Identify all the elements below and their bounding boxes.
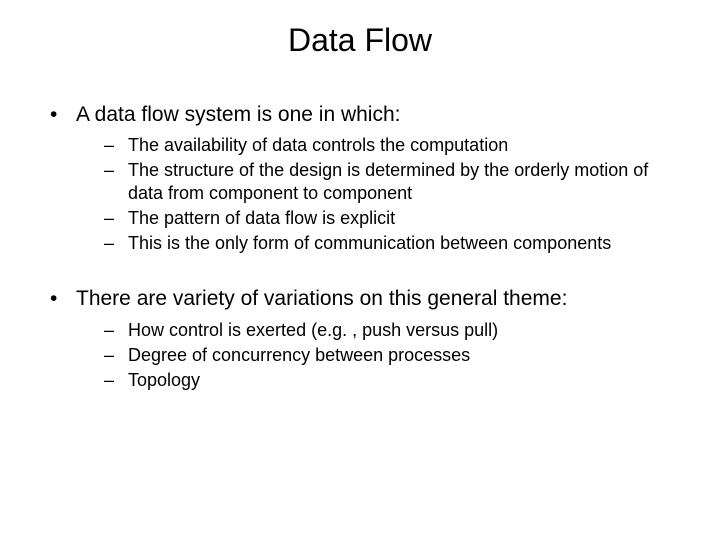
sub-bullet-item: How control is exerted (e.g. , push vers… — [104, 319, 680, 342]
sub-bullet-item: This is the only form of communication b… — [104, 232, 680, 255]
bullet-item: A data flow system is one in which: The … — [50, 101, 680, 255]
sub-bullet-item: The structure of the design is determine… — [104, 159, 680, 205]
bullet-list: A data flow system is one in which: The … — [40, 101, 680, 392]
bullet-text: A data flow system is one in which: — [76, 103, 401, 126]
bullet-item: There are variety of variations on this … — [50, 285, 680, 391]
slide: Data Flow A data flow system is one in w… — [0, 0, 720, 540]
sub-bullet-item: Topology — [104, 369, 680, 392]
sub-bullet-list: The availability of data controls the co… — [76, 134, 680, 255]
sub-bullet-item: Degree of concurrency between processes — [104, 344, 680, 367]
sub-bullet-item: The pattern of data flow is explicit — [104, 207, 680, 230]
sub-bullet-item: The availability of data controls the co… — [104, 134, 680, 157]
sub-bullet-list: How control is exerted (e.g. , push vers… — [76, 319, 680, 392]
slide-title: Data Flow — [40, 22, 680, 59]
bullet-text: There are variety of variations on this … — [76, 287, 567, 310]
